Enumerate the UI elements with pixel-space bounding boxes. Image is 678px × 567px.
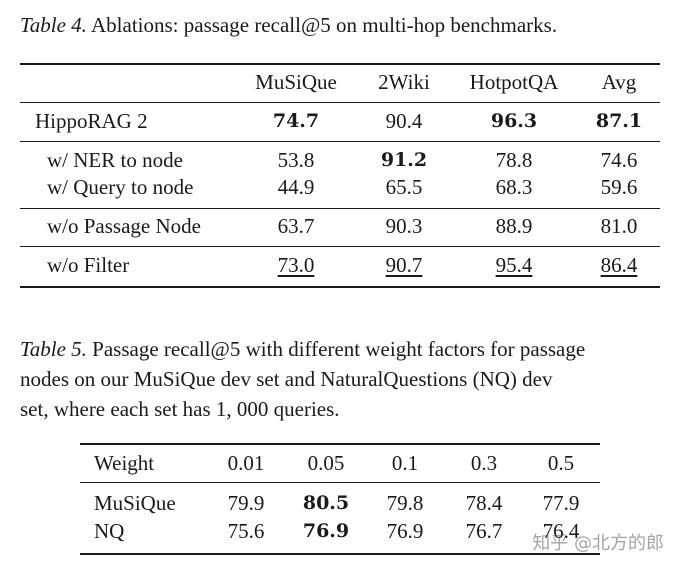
table4-caption-lead: Table 4. (20, 13, 87, 37)
table4-cell: 73.0 (277, 253, 315, 277)
watermark: 知乎 @北方的郎 (532, 533, 664, 554)
table5-bottom-rule (80, 553, 600, 555)
table5-caption-line3: set, where each set has 1, 000 queries. (20, 397, 340, 421)
table4-cell: 90.3 (385, 214, 423, 238)
table5-cell: 80.5 (302, 492, 350, 514)
table5-header-001: 0.01 (227, 451, 265, 475)
table5-cell: 76.7 (465, 519, 503, 543)
table4-bottom-rule (20, 286, 660, 288)
table5-caption: Table 5. Passage recall@5 with different… (20, 334, 585, 424)
table5-header-01: 0.1 (391, 451, 419, 475)
table4-row-label: w/ Query to node (47, 175, 194, 199)
table4-cell: 86.4 (600, 253, 638, 277)
table4-cell: 95.4 (495, 253, 533, 277)
table4-rule-3 (20, 246, 660, 247)
table5-caption-line2: nodes on our MuSiQue dev set and Natural… (20, 367, 553, 391)
table4-top-rule (20, 63, 660, 65)
table4-cell: 87.1 (595, 110, 643, 132)
table5-row-label: MuSiQue (94, 491, 176, 515)
table5-caption-line1: Table 5. Passage recall@5 with different… (20, 334, 585, 364)
table4-cell: 88.9 (495, 214, 533, 238)
table5-row-label: NQ (94, 519, 125, 543)
table5-header-rule (80, 482, 600, 483)
table5-header-005: 0.05 (307, 451, 345, 475)
table4-cell: 78.8 (495, 148, 533, 172)
table4-rule-1 (20, 141, 660, 142)
table5-cell: 75.6 (227, 519, 265, 543)
table5-cell: 76.4 (542, 519, 580, 543)
table5-top-rule (80, 443, 600, 445)
table4-header-2wiki: 2Wiki (378, 70, 430, 94)
table4-header-avg: Avg (601, 70, 637, 94)
table4-rule-2 (20, 208, 660, 209)
table5-cell: 79.8 (386, 491, 424, 515)
table4-cell: 74.6 (600, 148, 638, 172)
table5-caption-lead: Table 5. (20, 337, 87, 361)
table4-row-label: w/ NER to node (47, 148, 183, 172)
table4-caption: Table 4. Ablations: passage recall@5 on … (20, 10, 557, 40)
table5-cell: 76.9 (302, 520, 350, 542)
table5-header-05: 0.5 (547, 451, 575, 475)
table4-cell: 96.3 (490, 110, 538, 132)
table4-cell: 63.7 (277, 214, 315, 238)
table5-header-weight: Weight (94, 451, 155, 475)
table4-row-label: w/o Filter (47, 253, 130, 277)
table4-cell: 90.7 (385, 253, 423, 277)
table4-cell: 91.2 (380, 149, 428, 171)
table4-cell: 68.3 (495, 175, 533, 199)
table4-header-hotpotqa: HotpotQA (469, 70, 559, 94)
table4-row-label: w/o Passage Node (47, 214, 201, 238)
table4-cell: 53.8 (277, 148, 315, 172)
table5-cell: 76.9 (386, 519, 424, 543)
table5-caption-text-1: Passage recall@5 with different weight f… (86, 337, 586, 361)
table5-header-03: 0.3 (470, 451, 498, 475)
table4-cell: 74.7 (272, 110, 320, 132)
table4-header-rule (20, 102, 660, 103)
table5-cell: 77.9 (542, 491, 580, 515)
table5-cell: 79.9 (227, 491, 265, 515)
table4-cell: 59.6 (600, 175, 638, 199)
table4-caption-text: Ablations: passage recall@5 on multi-hop… (86, 13, 558, 37)
table5-cell: 78.4 (465, 491, 503, 515)
table4-row-label: HippoRAG 2 (35, 109, 148, 133)
table4-header-musique: MuSiQue (255, 70, 337, 94)
table4-cell: 81.0 (600, 214, 638, 238)
table4-cell: 65.5 (385, 175, 423, 199)
table4-cell: 90.4 (385, 109, 423, 133)
table4-cell: 44.9 (277, 175, 315, 199)
